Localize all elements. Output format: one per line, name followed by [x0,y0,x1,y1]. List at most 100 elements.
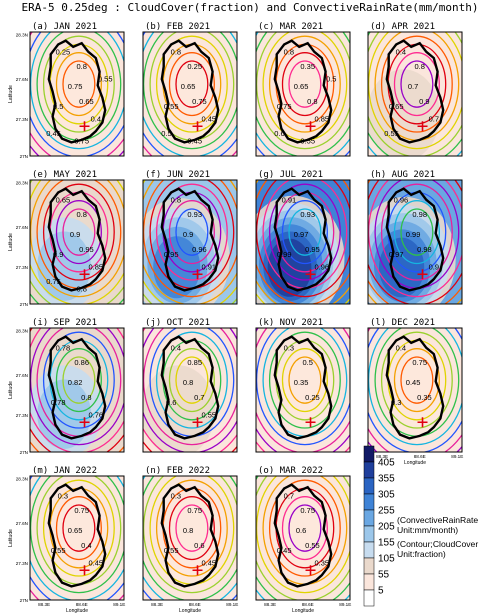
basin-boundary [160,187,220,292]
map-panel: (n) FEB 2022 0.3 0.75 0.80.6 0.55 0.45 88.3E 88… [142,466,238,613]
contour-label: 0.35 [300,62,315,71]
contour-label: 0.7 [284,491,294,500]
contour-label: 0.7 [408,82,418,91]
panel-frame [367,31,463,157]
cloud-contour [281,496,328,561]
station-marker [305,417,316,428]
contour-label: 0.5 [302,358,312,367]
contour-label: 0.82 [68,378,83,387]
y-tick-label: 27.6N [16,373,28,378]
contour-label: 0.8 [81,393,91,402]
cloud-contour [62,356,96,404]
cloud-contour [143,328,237,446]
contour-label: 0.4 [396,47,406,56]
cloud-contour [30,180,124,298]
panel-label: (k) NOV 2021 [258,318,323,328]
cloud-contour [368,32,462,150]
contour-label: 0.7 [194,393,204,402]
cloud-contour [42,35,115,133]
panel-frame [29,327,125,453]
cloud-contour [30,328,124,446]
colorbar-note: (ConvectiveRainRate Unit:mm/month) [397,515,478,535]
basin-boundary [47,483,107,588]
panel-label: (l) DEC 2021 [370,318,435,328]
x-tick-label: 89.1E [451,454,463,459]
basin-boundary [47,335,107,440]
contour-label: 0.85 [88,262,103,271]
x-tick-label: 89.1E [113,602,125,607]
contour-label: 0.9 [70,230,80,239]
contour-label: 0.8 [171,195,181,204]
contour-label: 0.8 [183,526,193,535]
contour-label: 0.35 [294,378,309,387]
contour-label: 0.95 [305,245,320,254]
cloud-contour [380,331,453,429]
contour-label: 0.7 [429,114,439,123]
panel-frame [255,327,351,453]
basin-boundary [385,335,445,440]
contour-label: 0.25 [56,47,71,56]
y-tick-label: 27.6N [16,77,28,82]
panel-frame [29,31,125,157]
rain-blob [166,53,223,148]
colorbar-tick: 5 [378,586,384,597]
contour-label: 0.98 [417,245,432,254]
rain-blob [279,497,336,592]
contour-label: 0.45 [201,114,216,123]
rain-blob [53,497,110,592]
cloud-contour [393,200,440,265]
contour-label: 0.45 [46,129,61,138]
x-tick-label: 88.3E [376,454,388,459]
map-panel: (k) NOV 2021 0.3 0.5 0.35 0.25 [255,318,351,453]
rain-blob [279,349,336,444]
contour-label: 0.55 [164,546,179,555]
colorbar-tick: 155 [378,538,395,549]
contour-label: 0.8 [284,47,294,56]
cloud-contour [393,348,440,413]
cloud-contour [256,180,350,298]
contour-label: 0.97 [294,230,309,239]
panel-frame [142,327,238,453]
cloud-contour [288,504,322,552]
colorbar-tick: 355 [378,474,395,485]
cloud-contour [175,60,209,108]
cloud-contour [62,208,96,256]
cloud-contour [368,328,462,446]
panel-label: (g) JUL 2021 [258,170,323,180]
x-tick-label: 88.3E [151,602,163,607]
cloud-contour [143,476,237,594]
contour-label: 0.96 [314,262,329,271]
contour-label: 0.65 [56,195,71,204]
contour-label: 0.65 [294,82,309,91]
colorbar-tick: 55 [378,570,390,581]
colorbar-note: (Contour;CloudCover Unit:fraction) [397,539,478,559]
map-panel: (l) DEC 2021 0.4 0.75 0.45 0.35 0.3 88.3E 88.6E… [367,318,463,466]
station-marker [305,565,316,576]
map-panel: (b) FEB 2021 0.8 0.25 0.65 0.75 0.55 0.45 0.5 0.… [142,22,238,157]
figure-title: ERA-5 0.25deg : CloudCover(fraction) and… [22,1,479,14]
cloud-contour [42,479,115,577]
contour-label: 0.3 [391,398,401,407]
colorbar-tick: 105 [378,554,395,565]
contour-label: 0.35 [417,393,432,402]
contour-label: 0.45 [88,558,103,567]
map-panel: (c) MAR 2021 0.8 0.35 0.65 0.8 0.75 0.85 0.6 0.5… [255,22,351,157]
cloud-contour [55,200,102,265]
cloud-contour [155,331,228,429]
contour-label: 0.75 [412,358,427,367]
cloud-contour [55,52,102,117]
rain-blob [391,349,448,444]
map-panel: (g) JUL 2021 0.910.93 0.97 0.95 0.99 0.96 [255,170,351,305]
y-axis-label: Latitude [8,529,14,547]
cloud-contour [168,496,215,561]
cloud-contour [155,183,228,281]
cloud-contour [62,60,96,108]
colorbar-swatch [363,509,375,527]
contour-label: 0.97 [389,250,404,259]
contour-label: 0.91 [282,195,297,204]
station-marker [417,121,428,132]
cloud-contour [30,476,124,594]
y-tick-label: 27N [20,154,28,159]
cloud-contour [175,504,209,552]
